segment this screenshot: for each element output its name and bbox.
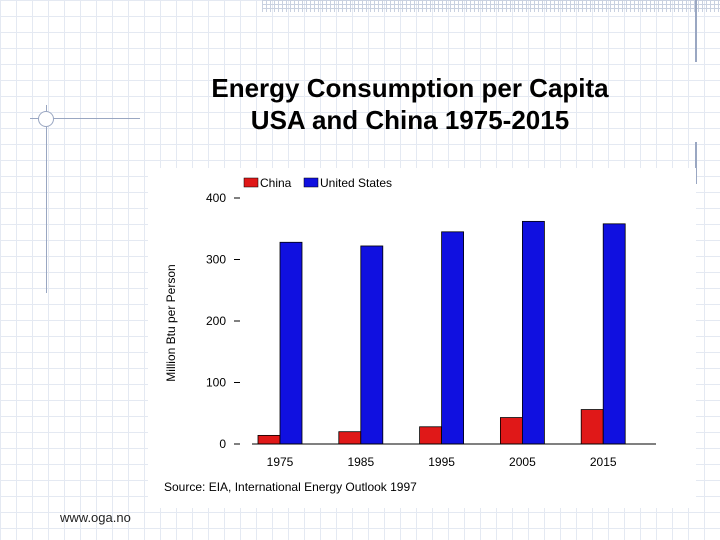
title-line-2: USA and China 1975-2015 bbox=[250, 105, 570, 135]
bars bbox=[257, 220, 626, 445]
decorative-line bbox=[46, 105, 47, 293]
legend-swatch-united-states bbox=[303, 177, 319, 188]
bar-china-2005 bbox=[499, 417, 523, 445]
legend-label: China bbox=[260, 176, 292, 190]
header-hatch-decoration bbox=[262, 0, 720, 12]
y-tick-label: 300 bbox=[206, 253, 226, 267]
footer-url: www.oga.no bbox=[60, 510, 131, 525]
legend-label: United States bbox=[320, 176, 392, 190]
bar-united-states-2015 bbox=[602, 223, 626, 445]
decorative-circle bbox=[38, 111, 54, 127]
chart-panel: China United States Million Btu per Perso… bbox=[148, 168, 696, 508]
x-tick-label: 1975 bbox=[267, 455, 294, 469]
decorative-line bbox=[695, 142, 697, 184]
x-axis: 1975 1985 1995 2005 2015 bbox=[252, 443, 656, 469]
y-tick-label: 200 bbox=[206, 314, 226, 328]
title-line-1: Energy Consumption per Capita bbox=[211, 73, 609, 103]
slide-title: Energy Consumption per Capita USA and Ch… bbox=[150, 72, 670, 136]
x-tick-label: 1985 bbox=[347, 455, 374, 469]
bar-china-2015 bbox=[580, 409, 604, 445]
x-tick-label: 2005 bbox=[509, 455, 536, 469]
bar-united-states-2005 bbox=[521, 220, 545, 445]
x-tick-label: 2015 bbox=[590, 455, 617, 469]
y-axis-label: Million Btu per Person bbox=[164, 264, 178, 381]
bar-chart: China United States Million Btu per Perso… bbox=[164, 176, 656, 494]
decorative-line bbox=[30, 118, 140, 119]
bar-united-states-1985 bbox=[360, 245, 384, 445]
bar-united-states-1975 bbox=[279, 241, 303, 445]
x-tick-label: 1995 bbox=[428, 455, 455, 469]
y-tick-label: 400 bbox=[206, 191, 226, 205]
y-axis: 0 100 200 300 400 bbox=[206, 191, 240, 451]
chart-legend: China United States bbox=[243, 176, 392, 190]
chart-source: Source: EIA, International Energy Outloo… bbox=[164, 480, 417, 494]
legend-swatch-china bbox=[243, 177, 259, 188]
bar-united-states-1995 bbox=[441, 231, 465, 445]
bar-china-1975 bbox=[257, 434, 281, 445]
y-tick-label: 100 bbox=[206, 376, 226, 390]
decorative-line bbox=[695, 0, 697, 62]
y-tick-label: 0 bbox=[219, 437, 226, 451]
bar-china-1985 bbox=[338, 431, 362, 445]
bar-china-1995 bbox=[419, 426, 443, 445]
